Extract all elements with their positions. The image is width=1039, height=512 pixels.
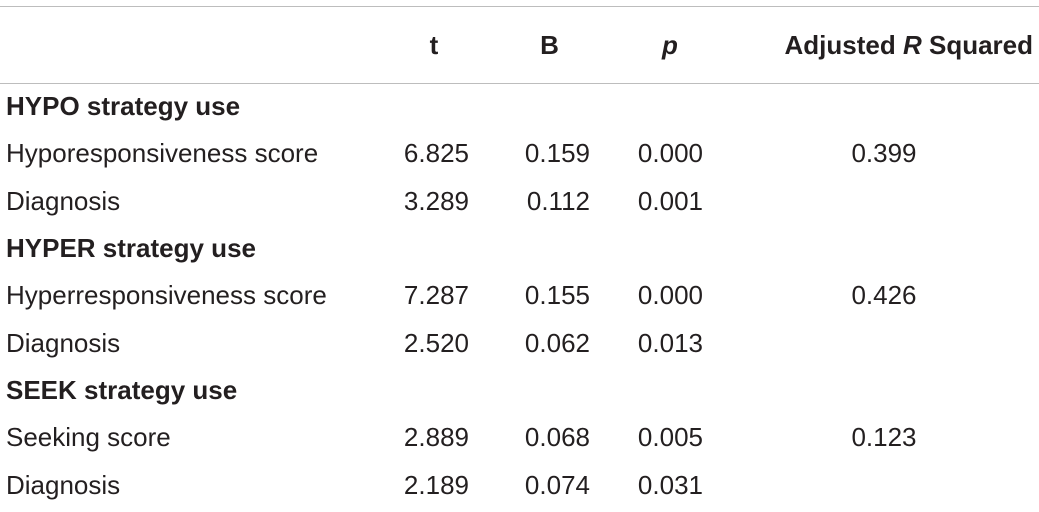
cell-b: 0.074 (524, 469, 590, 500)
section-title: SEEK strategy use (6, 374, 238, 405)
table-header: t B p Adjusted R Squared (0, 7, 1039, 83)
cell-p: 0.005 (637, 422, 703, 453)
table-row: Hyporesponsiveness score 6.825 0.159 0.0… (0, 130, 1039, 177)
regression-table: t B p Adjusted R Squared HYPO strategy u… (0, 7, 1039, 509)
header-t: t (429, 29, 439, 60)
row-label: Diagnosis (6, 469, 121, 500)
cell-p: 0.000 (637, 138, 703, 169)
cell-t: 3.289 (403, 185, 469, 216)
cell-b: 0.112 (526, 185, 590, 216)
header-p: p (662, 29, 678, 60)
header-b: B (540, 29, 559, 60)
cell-adjusted-r-squared: 0.426 (851, 280, 917, 311)
row-label: Diagnosis (6, 185, 121, 216)
table-row: Diagnosis 2.520 0.062 0.013 (0, 319, 1039, 366)
cell-p: 0.031 (637, 469, 703, 500)
row-label: Hyporesponsiveness score (6, 138, 319, 169)
table-body: HYPO strategy use Hyporesponsiveness sco… (0, 83, 1039, 509)
cell-adjusted-r-squared: 0.399 (851, 138, 917, 169)
row-label: Hyperresponsiveness score (6, 280, 327, 311)
cell-adjusted-r-squared (729, 461, 1039, 508)
table-row: Diagnosis 2.189 0.074 0.031 (0, 461, 1039, 508)
header-r-prefix: Adjusted (784, 29, 903, 60)
cell-adjusted-r-squared (729, 319, 1039, 366)
table-row: Diagnosis 3.289 0.112 0.001 (0, 178, 1039, 225)
table-top-rule (0, 6, 1039, 7)
cell-p: 0.000 (637, 280, 703, 311)
section-heading-row: SEEK strategy use (0, 367, 1039, 414)
table-row: Seeking score 2.889 0.068 0.005 0.123 (0, 414, 1039, 461)
table-row: Hyperresponsiveness score 7.287 0.155 0.… (0, 272, 1039, 319)
header-label (0, 7, 380, 83)
section-heading-row: HYPER strategy use (0, 225, 1039, 272)
section-heading-row: HYPO strategy use (0, 83, 1039, 130)
header-adjusted-r-squared: Adjusted R Squared (729, 7, 1039, 83)
cell-b: 0.068 (524, 422, 590, 453)
section-title: HYPER strategy use (6, 233, 256, 264)
cell-p: 0.013 (637, 327, 703, 358)
section-title: HYPO strategy use (6, 91, 241, 122)
cell-t: 2.889 (403, 422, 469, 453)
header-row: t B p Adjusted R Squared (0, 7, 1039, 83)
cell-p: 0.001 (637, 185, 703, 216)
cell-b: 0.155 (524, 280, 590, 311)
header-r-italic: R (902, 29, 922, 60)
cell-b: 0.159 (524, 138, 590, 169)
row-label: Seeking score (6, 422, 171, 453)
header-r-suffix: Squared (921, 29, 1033, 60)
cell-adjusted-r-squared: 0.123 (851, 422, 917, 453)
cell-b: 0.062 (524, 327, 590, 358)
cell-t: 6.825 (403, 138, 469, 169)
cell-t: 2.520 (403, 327, 469, 358)
cell-adjusted-r-squared (729, 178, 1039, 225)
row-label: Diagnosis (6, 327, 121, 358)
cell-t: 2.189 (403, 469, 469, 500)
table-header-rule (0, 83, 1039, 84)
cell-t: 7.287 (403, 280, 469, 311)
